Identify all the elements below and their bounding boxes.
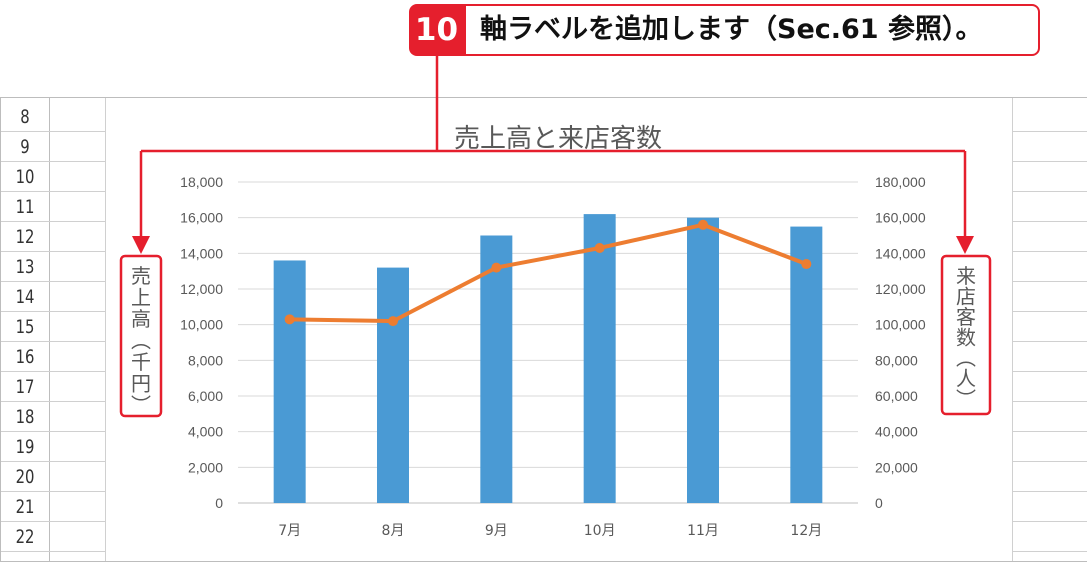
- row-number[interactable]: 10: [15, 166, 35, 188]
- left-axis-tick-label: 6,000: [188, 388, 223, 404]
- right-axis-tick-label: 20,000: [875, 459, 918, 475]
- category-label: 8月: [382, 523, 405, 539]
- row-number[interactable]: 20: [15, 466, 35, 488]
- left-axis-tick-label: 12,000: [180, 281, 223, 297]
- left-axis-tick-label: 16,000: [180, 210, 223, 226]
- row-number[interactable]: 18: [15, 406, 35, 428]
- line-point: [594, 242, 605, 253]
- row-number[interactable]: 19: [15, 436, 35, 458]
- left-axis-tick-label: 2,000: [188, 459, 223, 475]
- bar: [377, 267, 409, 503]
- right-axis-tick-label: 40,000: [875, 424, 918, 440]
- row-number[interactable]: 15: [15, 316, 35, 338]
- right-axis-tick-label: 80,000: [875, 352, 918, 368]
- line-point: [388, 316, 398, 327]
- row-number-column: 8 9 10 11 12 13 14 15 16 17 18 19 20 21 22: [1, 98, 50, 561]
- bar: [583, 214, 616, 503]
- row-number[interactable]: 22: [15, 526, 35, 548]
- line-point: [698, 219, 708, 230]
- left-axis-label-highlight: [119, 254, 163, 418]
- right-axis-label-highlight: [940, 254, 992, 416]
- left-arrow-head: [132, 236, 150, 254]
- chart-title: 売上高と来店客数: [454, 124, 662, 154]
- instruction-callout: 10 軸ラベルを追加します（Sec.61 参照）。: [409, 4, 1042, 56]
- bar: [480, 235, 513, 503]
- row-number[interactable]: 17: [15, 376, 35, 398]
- right-axis-tick-label: 160,000: [875, 210, 926, 226]
- left-axis-tick-label: 0: [215, 495, 223, 511]
- combo-chart[interactable]: [105, 98, 1013, 561]
- right-arrow-head: [956, 236, 974, 254]
- line-point: [491, 262, 502, 273]
- row-number[interactable]: 9: [20, 136, 30, 158]
- right-axis-tick-label: 100,000: [875, 317, 926, 333]
- row-number[interactable]: 21: [15, 496, 35, 518]
- category-label: 10月: [584, 523, 616, 539]
- step-number-badge: 10: [409, 4, 464, 56]
- bar: [790, 226, 823, 504]
- right-axis-tick-label: 0: [875, 495, 883, 511]
- left-axis-title: 売上高︵千円︶: [131, 264, 151, 417]
- row-number[interactable]: 11: [15, 196, 35, 218]
- bar: [687, 217, 719, 503]
- line-point: [801, 259, 812, 270]
- right-axis-tick-label: 120,000: [875, 281, 926, 297]
- spreadsheet-area: 8 9 10 11 12 13 14 15 16 17 18 19 20 21 22: [0, 97, 1087, 562]
- row-number[interactable]: 16: [15, 346, 35, 368]
- category-label: 7月: [278, 523, 301, 539]
- instruction-text: 軸ラベルを追加します（Sec.61 参照）。: [480, 14, 983, 45]
- bar: [273, 260, 306, 503]
- right-axis-tick-label: 60,000: [875, 388, 918, 404]
- left-axis-tick-label: 14,000: [180, 245, 223, 261]
- left-axis-tick-label: 10,000: [180, 317, 223, 333]
- right-axis-tick-label: 140,000: [875, 245, 926, 261]
- row-number[interactable]: 8: [20, 106, 30, 128]
- category-label: 12月: [790, 523, 822, 539]
- left-axis-tick-label: 8,000: [188, 352, 223, 368]
- category-label: 11月: [687, 523, 719, 539]
- right-axis-title: 来店客数︵人︶: [956, 264, 976, 411]
- instruction-box: 軸ラベルを追加します（Sec.61 参照）。: [464, 4, 1040, 56]
- line-point: [284, 314, 295, 325]
- right-axis-tick-label: 180,000: [875, 174, 926, 190]
- left-axis-tick-label: 4,000: [188, 424, 223, 440]
- left-axis-tick-label: 18,000: [180, 174, 223, 190]
- row-number[interactable]: 12: [15, 226, 35, 248]
- row-number[interactable]: 13: [15, 256, 35, 278]
- category-label: 9月: [485, 523, 508, 539]
- line-series: [287, 222, 809, 324]
- row-number[interactable]: 14: [15, 286, 35, 308]
